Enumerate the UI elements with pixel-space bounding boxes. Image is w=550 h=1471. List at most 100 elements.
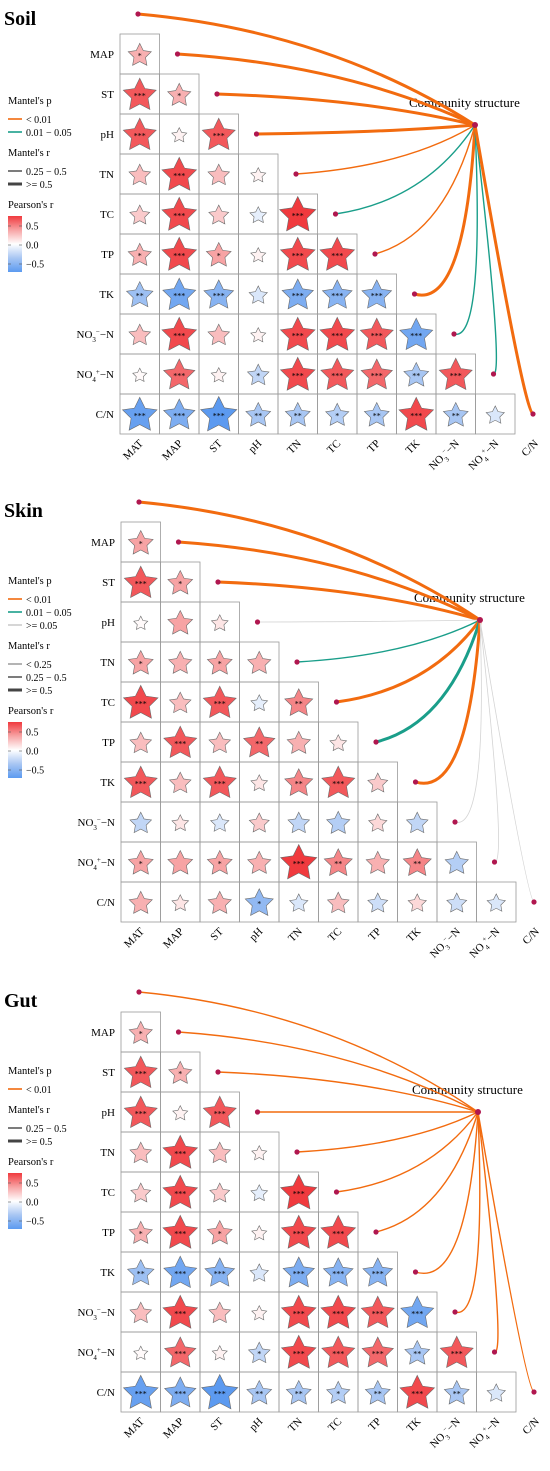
correlation-star — [242, 726, 276, 758]
correlation-star — [398, 396, 435, 431]
correlation-star — [248, 285, 268, 304]
correlation-star — [280, 843, 318, 880]
row-label: NO3−−N — [78, 1306, 116, 1322]
significance-label: *** — [293, 1350, 305, 1359]
significance-label: *** — [331, 372, 343, 381]
column-label: MAP — [161, 926, 186, 951]
link-endpoint — [136, 499, 142, 505]
link-endpoint — [174, 51, 181, 57]
correlation-star — [281, 278, 315, 310]
correlation-star — [405, 811, 429, 834]
correlation-star — [128, 323, 152, 346]
correlation-star — [280, 1173, 318, 1210]
correlation-star — [161, 236, 198, 271]
correlation-star — [404, 1339, 431, 1365]
correlation-star — [320, 357, 355, 391]
correlation-star — [247, 650, 272, 674]
correlation-star — [323, 848, 353, 876]
correlation-star — [321, 765, 356, 799]
significance-label: *** — [134, 132, 146, 141]
legend-mantel-r-title: Mantel's r — [8, 1105, 50, 1116]
correlation-star — [130, 1182, 152, 1203]
correlation-star — [163, 1376, 197, 1408]
significance-label: * — [178, 1070, 182, 1079]
significance-label: *** — [331, 292, 343, 301]
significance-label: *** — [332, 1310, 344, 1319]
link-endpoint — [530, 411, 536, 417]
mantel-link — [257, 619, 481, 623]
legend-pearson-title: Pearson's r — [8, 1157, 54, 1168]
correlation-star — [201, 117, 236, 151]
significance-label: *** — [411, 1390, 423, 1399]
correlation-star — [279, 195, 317, 232]
significance-label: ** — [254, 412, 262, 421]
correlation-star — [128, 890, 153, 914]
row-label: TP — [102, 737, 115, 749]
link-endpoint — [452, 819, 458, 825]
correlation-star — [201, 1373, 239, 1410]
mantel-link — [454, 619, 482, 823]
column-label: C/N — [520, 926, 541, 947]
significance-label: * — [256, 372, 260, 381]
significance-label: *** — [174, 1270, 186, 1279]
row-label: TC — [101, 697, 115, 709]
row-label: MAP — [91, 1027, 115, 1039]
mantel-link — [477, 1111, 499, 1353]
grid-cell — [476, 881, 517, 923]
panel-title: Skin — [4, 500, 43, 522]
column-label: TK — [404, 438, 423, 457]
column-label: TP — [365, 438, 383, 456]
mantel-link — [375, 1111, 479, 1233]
significance-label: ** — [373, 412, 381, 421]
significance-label: * — [138, 52, 142, 61]
mantel-link — [296, 619, 481, 663]
correlation-star — [279, 356, 316, 391]
significance-label: *** — [135, 1110, 147, 1119]
mantel-link — [136, 12, 477, 127]
correlation-star — [444, 850, 469, 874]
significance-label: *** — [372, 1310, 384, 1319]
correlation-star — [206, 849, 233, 875]
significance-label: *** — [332, 1270, 344, 1279]
correlation-star — [202, 685, 237, 719]
significance-label: *** — [174, 1150, 186, 1159]
link-endpoint — [135, 11, 141, 17]
correlation-star — [210, 366, 227, 383]
row-label: TC — [101, 1187, 115, 1199]
significance-label: * — [177, 92, 181, 101]
row-label: TC — [100, 209, 114, 221]
correlation-star — [486, 1383, 506, 1402]
correlation-star — [250, 246, 267, 263]
significance-label: *** — [214, 1270, 226, 1279]
correlation-star — [129, 731, 153, 754]
correlation-star — [204, 1257, 236, 1287]
significance-label: *** — [135, 1390, 147, 1399]
correlation-star — [251, 1304, 268, 1321]
correlation-star — [249, 1263, 269, 1282]
colorbar-tick-label: −0.5 — [26, 766, 44, 777]
correlation-star — [168, 650, 193, 674]
link-endpoint — [491, 859, 498, 865]
significance-label: *** — [371, 372, 383, 381]
correlation-star — [399, 1374, 436, 1409]
correlation-star — [360, 358, 394, 390]
row-label: MAP — [91, 537, 115, 549]
mantel-link — [296, 1111, 479, 1153]
mantel-link — [454, 1111, 481, 1314]
row-label: ST — [102, 1067, 115, 1079]
correlation-star — [285, 1379, 312, 1405]
correlation-star — [162, 358, 196, 390]
mantel-link — [177, 1031, 479, 1113]
grid-cell — [476, 1371, 517, 1413]
significance-label: * — [218, 660, 222, 669]
correlation-star — [171, 894, 190, 912]
link-endpoint — [412, 1269, 419, 1275]
significance-label: *** — [173, 212, 185, 221]
legend-mantel-p-title: Mantel's p — [8, 576, 52, 587]
significance-label: *** — [371, 292, 383, 301]
legend-mantel-r-title: Mantel's r — [8, 641, 50, 652]
correlation-star — [320, 1294, 357, 1329]
mantel-link — [138, 991, 479, 1113]
